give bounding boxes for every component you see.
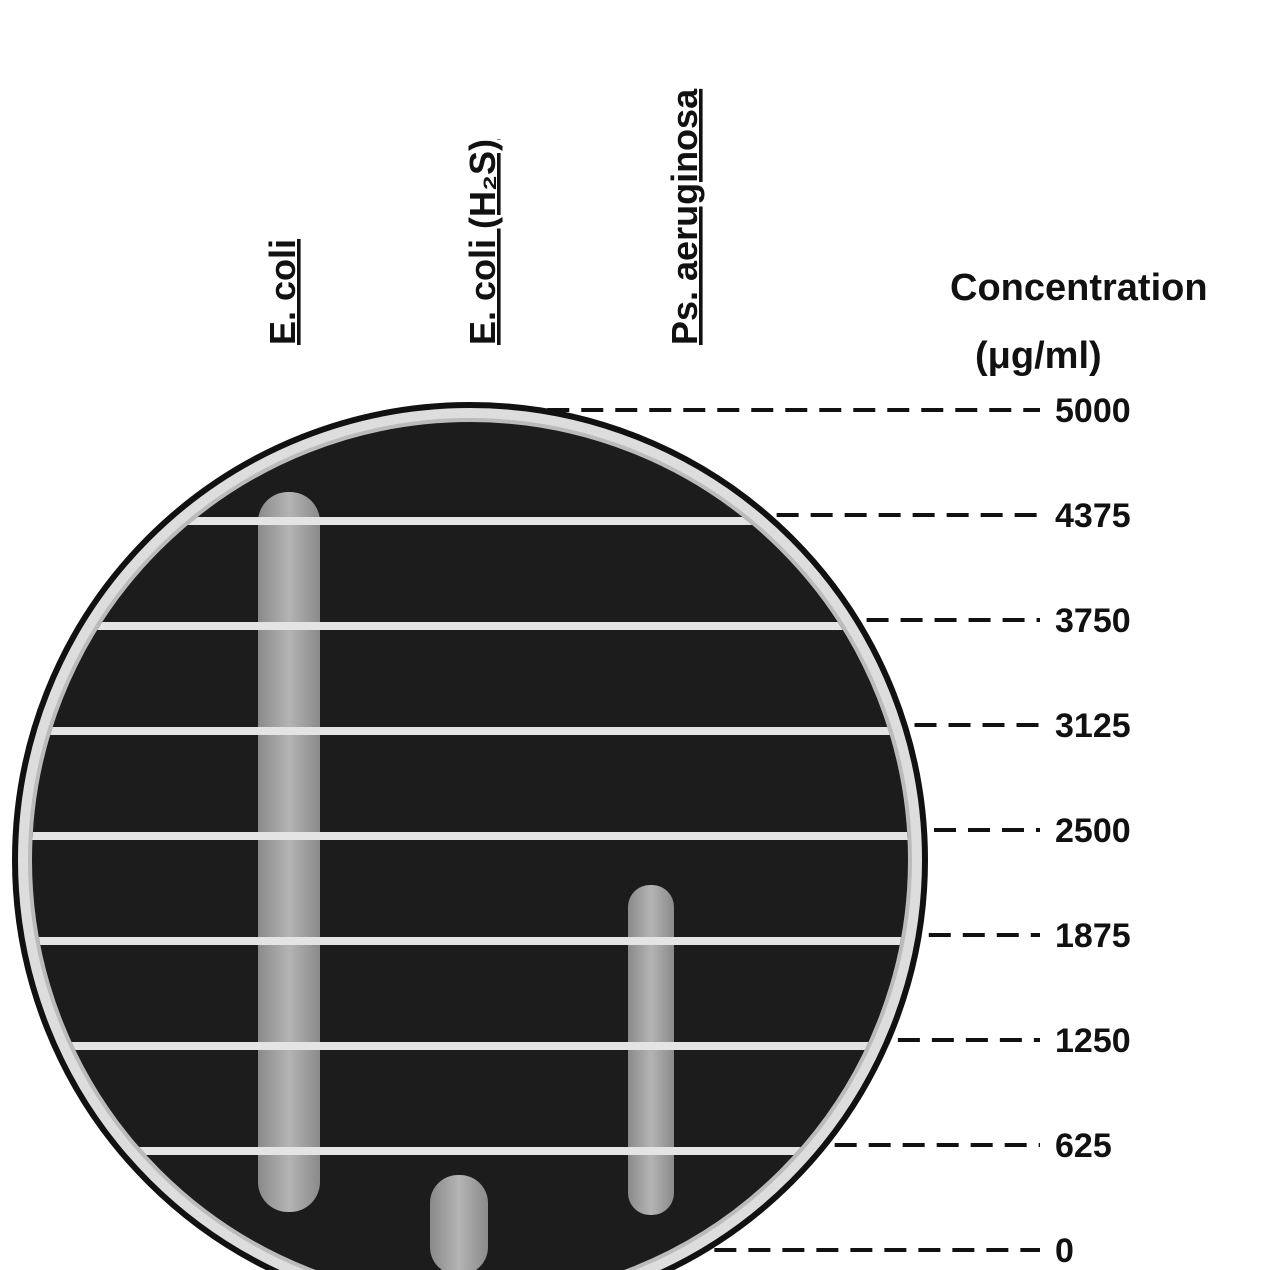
level-label: 1250 [1055, 1022, 1131, 1060]
streak-line [0, 832, 940, 840]
column-label: E. coli [262, 239, 303, 345]
column-labels: E. coli E. coli (H₂S) Ps. aeruginosa [262, 88, 705, 345]
growth-streak [258, 492, 320, 1212]
figure: E. coli E. coli (H₂S) Ps. aeruginosa Conce… [0, 0, 1266, 1270]
level-label: 625 [1055, 1127, 1112, 1165]
column-label: E. coli (H₂S) [462, 139, 503, 345]
scale-unit: (μg/ml) [975, 335, 1102, 377]
agar [30, 420, 910, 1270]
scale-title: Concentration [950, 267, 1208, 309]
level-label: 5000 [1055, 392, 1131, 430]
streak-line [0, 937, 940, 945]
growth-streak [430, 1175, 488, 1270]
streak-line [0, 727, 940, 735]
level-label: 3750 [1055, 602, 1131, 640]
level-label: 1875 [1055, 917, 1131, 955]
level-label: 2500 [1055, 812, 1131, 850]
level-label: 4375 [1055, 497, 1131, 535]
level-label: 3125 [1055, 707, 1131, 745]
streak-line [0, 1042, 940, 1050]
streak-line [0, 517, 940, 525]
level-label: 0 [1055, 1232, 1074, 1270]
streak-line [0, 622, 940, 630]
column-label: Ps. aeruginosa [664, 88, 705, 345]
